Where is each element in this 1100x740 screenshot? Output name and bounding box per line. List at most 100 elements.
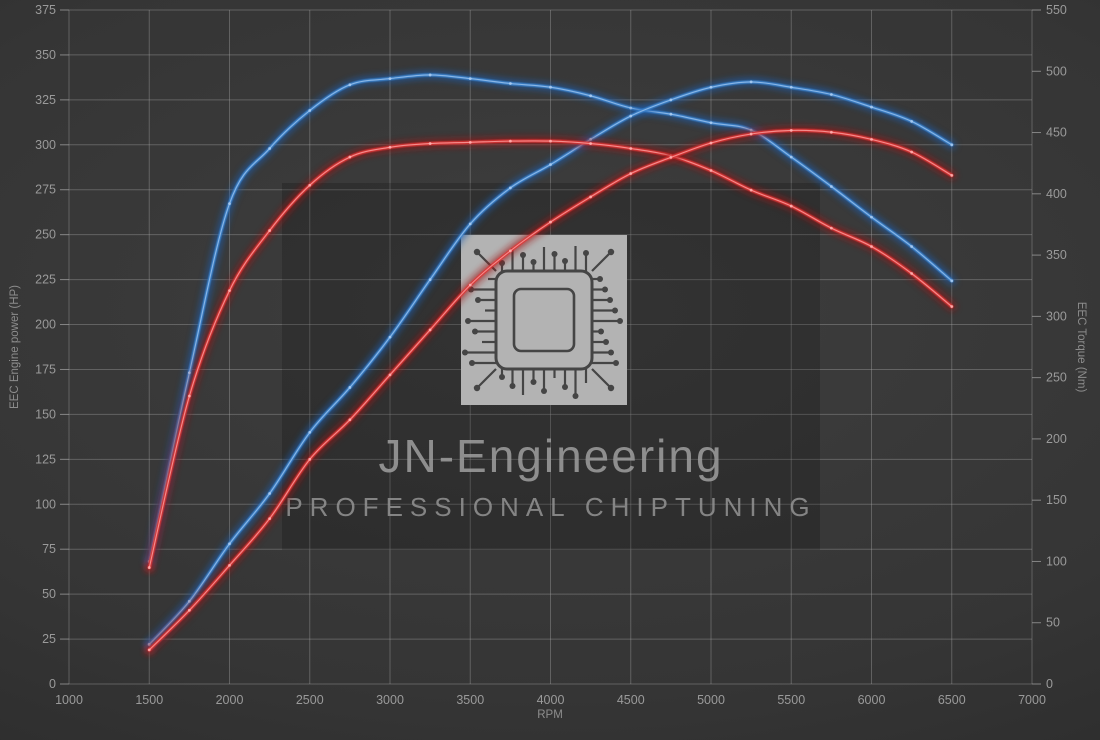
x-tick-label: 3000 [376,693,404,707]
power-red-marker [749,132,753,136]
left-tick-label: 25 [42,632,56,646]
torque-blue-marker [629,106,633,110]
right-tick-label: 250 [1046,371,1067,385]
power-blue-marker [789,85,793,89]
chip-die-outer [494,269,594,371]
torque-red-marker [829,226,833,230]
power-blue-marker [549,163,552,166]
power-blue-marker [308,430,312,434]
power-blue-marker [870,105,873,109]
left-tick-label: 225 [35,273,56,287]
chip-pad [617,318,623,324]
chip-trace [591,368,612,389]
chip-pad [475,297,481,303]
power-red-marker [348,418,352,422]
power-blue-marker [629,114,633,118]
power-red-marker [147,648,151,652]
torque-red-marker [308,183,312,187]
power-red-marker [468,283,472,287]
power-blue-highlight [148,81,953,646]
chip-pad [603,339,609,345]
power-blue-marker [428,278,432,281]
right-tick-label: 350 [1046,248,1067,262]
power-blue-marker [950,143,954,147]
chip-trace [591,251,612,272]
torque-red-marker [629,147,633,150]
power-red-marker [829,130,833,134]
torque-blue-marker [308,109,312,112]
power-red-marker [508,249,512,253]
x-tick-label: 1000 [55,693,83,707]
chip-logo-icon [461,235,627,405]
torque-blue-marker [910,245,914,248]
torque-blue-marker [950,279,954,283]
x-tick-label: 4500 [617,693,645,707]
torque-blue-marker [549,85,552,89]
torque-red-marker [870,245,873,248]
torque-red-marker [147,566,151,569]
power-red-marker [669,155,673,159]
power-red-marker [589,195,593,199]
power-red-marker [428,328,432,332]
power-red-marker [228,563,231,567]
torque-blue-marker [348,83,352,87]
curve-torque-red [144,136,957,573]
right-tick-label: 550 [1046,3,1067,17]
power-blue-marker [749,80,753,84]
x-tick-label: 3500 [456,693,484,707]
chip-pad [608,349,614,356]
torque-blue-marker [388,77,392,81]
torque-blue-marker [228,202,231,206]
torque-red-marker [709,169,713,172]
left-tick-label: 275 [35,183,56,197]
power-blue-marker [268,492,272,495]
chip-pad [530,259,537,265]
torque-blue-marker [428,73,432,77]
torque-red-marker [549,139,552,143]
right-tick-label: 400 [1046,187,1067,201]
power-blue-marker [829,93,833,96]
torque-blue-marker [709,121,713,125]
chip-pad [598,328,604,335]
left-tick-label: 350 [35,48,56,62]
chip-pad [541,388,547,394]
x-tick-label: 4000 [537,693,565,707]
left-tick-label: 0 [49,677,56,691]
torque-blue-marker [187,371,191,375]
axis-titles: RPM EEC Engine power (HP) EEC Torque (Nm… [9,285,1087,721]
chip-pad [472,328,478,335]
power-blue-marker [388,335,392,339]
chip-pad [597,276,603,282]
power-blue-marker [187,599,191,603]
torque-blue-marker [589,94,593,98]
watermark-title: JN-Engineering [378,430,723,482]
chip-pad [562,258,568,264]
x-axis-title: RPM [537,709,563,721]
power-red-marker [549,220,552,224]
left-tick-label: 100 [35,497,56,511]
power-red-marker [187,608,191,612]
left-tick-label: 300 [35,138,56,152]
torque-red-highlight [148,140,953,569]
chip-pad [530,379,537,385]
torque-blue-marker [268,147,272,150]
x-tick-label: 5000 [697,693,725,707]
right-tick-label: 100 [1046,554,1067,568]
chip-pad [602,286,608,293]
power-red-marker [910,150,914,154]
watermark-subtitle: PROFESSIONAL CHIPTUNING [285,492,816,522]
power-red-marker [388,373,392,377]
x-tick-label: 6000 [858,693,886,707]
chip-pad [473,384,481,392]
torque-red-marker [589,142,593,145]
left-axis-title: EEC Engine power (HP) [9,285,21,409]
chip-pad [612,307,618,314]
left-tick-label: 250 [35,228,56,242]
chip-pad [520,252,526,258]
torque-blue-marker [870,215,873,219]
right-tick-label: 0 [1046,677,1053,691]
torque-blue-marker [669,112,673,116]
chip-pad [572,393,579,399]
chip-pad [551,251,558,257]
chip-pad [607,248,615,256]
